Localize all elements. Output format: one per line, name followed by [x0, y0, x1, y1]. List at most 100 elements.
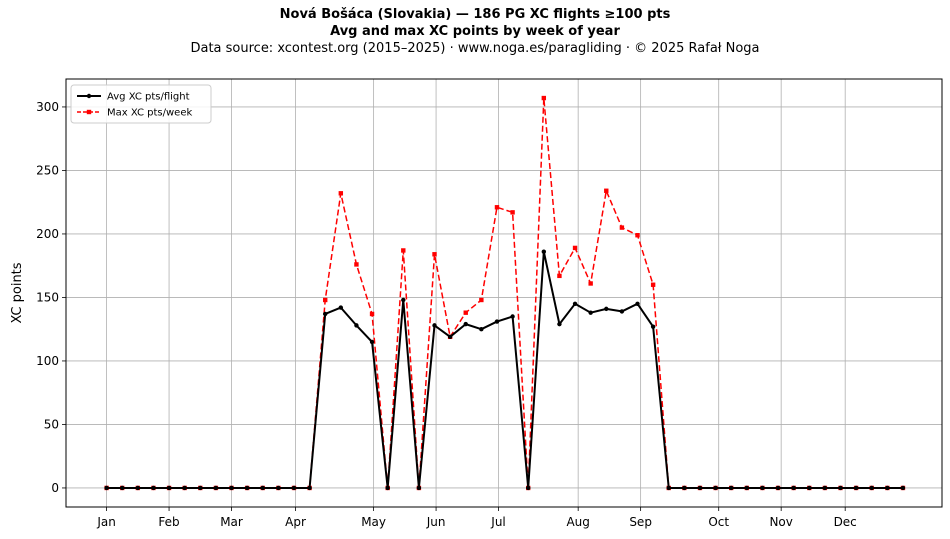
data-point-avg — [244, 485, 250, 491]
data-point-max — [650, 282, 656, 287]
data-point-avg — [885, 485, 890, 491]
legend-box — [70, 84, 212, 124]
series-avg — [104, 249, 906, 491]
data-point-avg — [135, 485, 141, 491]
data-point-avg — [557, 321, 562, 327]
data-point-avg — [682, 485, 687, 491]
legend: Avg XC pts/flight Max XC pts/week — [70, 84, 212, 124]
data-point-avg — [463, 321, 468, 327]
data-point-avg — [401, 297, 406, 303]
x-tick-label: Oct — [708, 515, 729, 529]
data-point-avg — [650, 324, 656, 329]
data-point-avg — [323, 311, 328, 317]
data-point-avg — [354, 323, 359, 328]
data-point-avg — [338, 305, 344, 310]
y-tick-label: 300 — [36, 100, 59, 114]
data-point-max — [619, 225, 625, 230]
data-point-avg — [104, 485, 109, 491]
data-point-max — [510, 210, 515, 215]
data-point-avg — [526, 485, 531, 491]
x-tick-label: Sep — [629, 515, 652, 529]
data-point-max — [463, 310, 468, 315]
data-point-max — [635, 233, 640, 238]
data-point-avg — [713, 485, 718, 491]
data-point-max — [541, 95, 547, 101]
x-tick-label: Apr — [285, 515, 306, 529]
x-tick-label: May — [361, 515, 386, 529]
data-point-avg — [572, 301, 578, 306]
data-point-max — [572, 245, 578, 251]
data-point-avg — [276, 485, 281, 491]
x-tick-label: Mar — [220, 515, 243, 529]
data-point-avg — [807, 485, 812, 491]
x-tick-label: Aug — [566, 515, 589, 529]
axis-ticks: Jan Feb Mar Apr May Jun Jul Aug Sep Oct Nov Dec 0 50 1… — [36, 100, 857, 529]
data-point-max — [588, 281, 593, 286]
data-point-max — [369, 311, 375, 317]
data-point-max — [557, 273, 562, 279]
data-point-max — [479, 297, 484, 303]
data-point-max — [432, 252, 437, 257]
data-point-avg — [510, 314, 515, 319]
y-axis-label: XC points — [10, 262, 25, 323]
data-point-max — [604, 188, 609, 193]
x-tick-label: Dec — [834, 515, 857, 529]
data-point-avg — [822, 485, 828, 491]
data-point-avg — [182, 485, 187, 491]
data-point-avg — [728, 485, 734, 491]
data-point-avg — [166, 485, 172, 491]
legend-label-max: Max XC pts/week — [107, 108, 192, 119]
data-point-avg — [120, 485, 125, 491]
data-point-max — [338, 191, 344, 196]
series-line-avg — [106, 250, 903, 489]
chart-titles: Nová Bošáca (Slovakia) — 186 PG XC fligh… — [0, 6, 950, 57]
data-point-avg — [385, 485, 390, 491]
data-point-avg — [853, 485, 859, 491]
data-point-avg — [869, 485, 874, 491]
y-tick-label: 200 — [36, 227, 59, 241]
data-point-avg — [447, 334, 453, 340]
data-point-avg — [479, 326, 484, 332]
legend-marker-max — [86, 109, 92, 115]
data-point-avg — [666, 485, 671, 491]
data-point-avg — [213, 485, 219, 491]
data-point-avg — [588, 310, 593, 315]
data-point-max — [354, 262, 359, 267]
data-point-avg — [494, 319, 500, 324]
data-point-max — [323, 297, 328, 303]
data-point-avg — [775, 485, 781, 491]
data-point-avg — [900, 485, 906, 491]
data-point-avg — [838, 485, 843, 491]
data-point-avg — [198, 485, 203, 491]
x-tick-label: Nov — [769, 515, 792, 529]
data-point-avg — [635, 301, 640, 306]
data-point-avg — [744, 485, 750, 491]
x-tick-label: Jan — [96, 515, 116, 529]
chart-subtitle: Avg and max XC points by week of year — [330, 24, 620, 39]
x-tick-label: Jun — [426, 515, 446, 529]
series-layer — [104, 95, 906, 491]
data-point-avg — [291, 485, 297, 491]
data-source-line: Data source: xcontest.org (2015–2025) · … — [190, 41, 760, 56]
data-point-avg — [416, 485, 422, 491]
legend-marker-avg — [86, 93, 92, 99]
legend-label-avg: Avg XC pts/flight — [107, 92, 190, 103]
data-point-avg — [760, 485, 765, 491]
plot-frame — [65, 78, 943, 508]
data-point-max — [401, 248, 406, 253]
data-point-avg — [260, 485, 265, 491]
data-point-avg — [619, 309, 625, 314]
data-point-avg — [151, 485, 156, 491]
data-point-avg — [697, 485, 703, 491]
series-max — [104, 95, 906, 491]
data-point-avg — [229, 485, 234, 491]
y-tick-label: 250 — [36, 163, 59, 177]
y-tick-label: 150 — [36, 290, 59, 304]
series-line-max — [106, 97, 903, 489]
data-point-avg — [369, 339, 375, 345]
data-point-avg — [307, 485, 312, 491]
data-point-avg — [541, 249, 547, 254]
data-point-avg — [432, 323, 437, 328]
y-tick-label: 100 — [36, 354, 59, 368]
